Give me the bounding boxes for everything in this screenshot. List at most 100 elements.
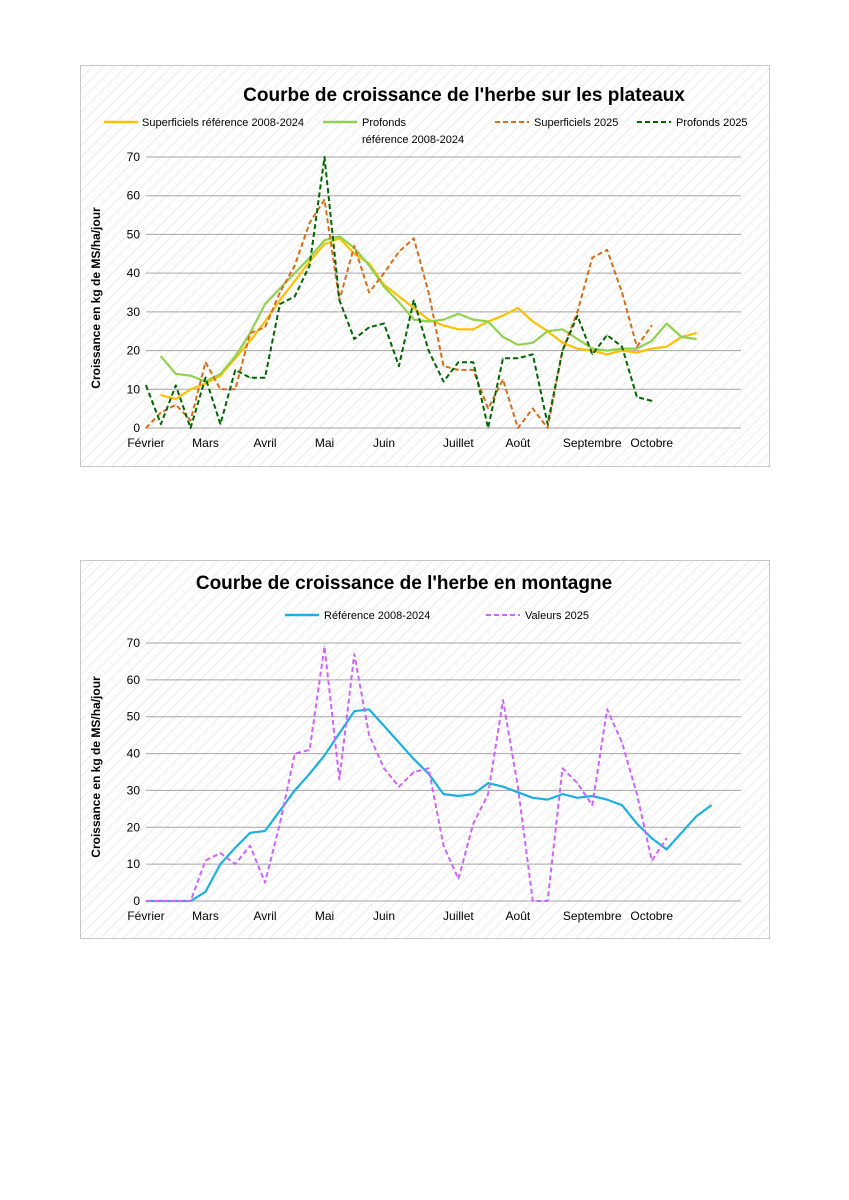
point-superficiels-2025-22 <box>472 369 474 371</box>
point-reference-2008-2024-34 <box>651 837 653 839</box>
point-profonds-reference-2008-2024-12 <box>323 239 326 241</box>
point-profonds-2025-20 <box>442 380 445 383</box>
point-valeurs-2025-4 <box>204 859 207 862</box>
y-tick-label-70: 70 <box>127 636 141 650</box>
point-reference-2008-2024-35 <box>666 848 668 850</box>
point-profonds-2025-26 <box>532 353 534 355</box>
point-superficiels-2025-3 <box>190 419 192 421</box>
point-superficiels-2025-19 <box>428 291 430 294</box>
y-axis-label: Croissance en kg de MS/ha/jour <box>89 676 103 858</box>
point-profonds-reference-2008-2024-5 <box>219 373 221 375</box>
point-profonds-2025-14 <box>353 338 355 340</box>
point-reference-2008-2024-5 <box>219 863 221 865</box>
point-valeurs-2025-0 <box>145 900 147 902</box>
point-profonds-reference-2008-2024-13 <box>338 235 340 237</box>
chart-montagne: 0 10 20 30 40 50 60 70 Février Mars Avril Mai Juin J… <box>80 560 770 939</box>
point-profonds-reference-2008-2024-20 <box>442 319 445 321</box>
point-profonds-reference-2008-2024-10 <box>294 272 296 274</box>
x-tick-label-juillet: Juillet <box>443 909 474 923</box>
point-valeurs-2025-34 <box>651 859 653 862</box>
y-tick-label-10: 10 <box>127 857 141 871</box>
point-profonds-reference-2008-2024-8 <box>264 303 266 305</box>
point-superficiels-reference-2008-2024-4 <box>204 382 207 385</box>
point-profonds-reference-2008-2024-3 <box>190 375 192 377</box>
point-valeurs-2025-26 <box>532 900 534 902</box>
legend-label-reference: Référence 2008-2024 <box>324 610 430 622</box>
x-tick-label-septembre: Septembre <box>563 909 622 923</box>
point-valeurs-2025-8 <box>264 882 266 884</box>
point-superficiels-reference-2008-2024-11 <box>309 260 311 263</box>
point-superficiels-2025-15 <box>368 291 370 294</box>
x-tick-label-juin: Juin <box>373 436 395 450</box>
point-profonds-2025-8 <box>264 377 266 379</box>
point-valeurs-2025-15 <box>368 734 370 736</box>
point-superficiels-2025-30 <box>591 257 593 259</box>
y-tick-label-70: 70 <box>127 150 141 164</box>
point-profonds-reference-2008-2024-9 <box>279 288 281 290</box>
point-reference-2008-2024-12 <box>323 754 326 756</box>
point-profonds-reference-2008-2024-6 <box>234 355 236 357</box>
point-reference-2008-2024-24 <box>502 786 504 788</box>
point-profonds-reference-2008-2024-29 <box>576 338 578 340</box>
y-tick-label-50: 50 <box>127 227 141 241</box>
chart-plateaux-svg: 0 10 20 30 40 50 60 70 Février Mars Avril Mai Juin J… <box>81 66 769 466</box>
x-tick-label-avril: Avril <box>253 436 276 450</box>
point-superficiels-2025-14 <box>353 245 355 247</box>
point-reference-2008-2024-33 <box>636 823 638 825</box>
point-superficiels-2025-2 <box>175 404 177 406</box>
chart-title: Courbe de croissance de l'herbe en monta… <box>196 573 612 594</box>
point-reference-2008-2024-6 <box>234 847 236 849</box>
point-profonds-reference-2008-2024-18 <box>413 319 415 321</box>
point-reference-2008-2024-16 <box>383 725 385 727</box>
point-profonds-reference-2008-2024-19 <box>428 320 430 323</box>
point-superficiels-2025-6 <box>234 388 236 390</box>
point-valeurs-2025-32 <box>621 741 623 744</box>
point-profonds-reference-2008-2024-30 <box>591 348 593 350</box>
point-reference-2008-2024-13 <box>338 732 340 734</box>
legend-label-profonds-ref: Profonds référence 2008-2024 <box>362 117 464 146</box>
x-axis-ticks: Février Mars Avril Mai Juin Juillet Août Septem… <box>127 909 673 923</box>
point-valeurs-2025-24 <box>502 699 504 701</box>
point-valeurs-2025-28 <box>561 767 564 769</box>
point-reference-2008-2024-17 <box>398 741 400 744</box>
point-profonds-2025-22 <box>472 361 474 363</box>
point-profonds-reference-2008-2024-16 <box>383 286 385 288</box>
point-superficiels-reference-2008-2024-28 <box>561 342 564 344</box>
point-profonds-reference-2008-2024-2 <box>175 373 177 375</box>
point-valeurs-2025-14 <box>353 653 355 655</box>
point-valeurs-2025-23 <box>487 793 489 795</box>
point-valeurs-2025-3 <box>190 900 192 902</box>
point-profonds-2025-34 <box>651 400 653 402</box>
x-tick-label-mars: Mars <box>192 436 219 450</box>
point-profonds-2025-3 <box>190 427 192 429</box>
x-tick-label-juin: Juin <box>373 909 395 923</box>
point-superficiels-2025-21 <box>457 369 459 371</box>
y-axis-ticks: 0 10 20 30 40 50 60 70 <box>127 150 141 435</box>
point-reference-2008-2024-26 <box>532 797 534 799</box>
point-reference-2008-2024-28 <box>561 793 564 795</box>
x-tick-label-octobre: Octobre <box>630 909 673 923</box>
point-superficiels-reference-2008-2024-8 <box>264 320 266 323</box>
point-superficiels-reference-2008-2024-7 <box>249 340 251 342</box>
point-superficiels-2025-33 <box>636 346 638 348</box>
point-profonds-2025-24 <box>502 357 504 359</box>
point-superficiels-2025-29 <box>576 311 578 313</box>
point-profonds-2025-0 <box>145 384 147 386</box>
point-profonds-reference-2008-2024-23 <box>487 320 489 323</box>
point-superficiels-2025-4 <box>204 361 207 363</box>
point-reference-2008-2024-7 <box>249 832 251 834</box>
point-superficiels-2025-11 <box>309 222 311 224</box>
legend: Référence 2008-2024 Valeurs 2025 <box>285 610 589 622</box>
point-superficiels-reference-2008-2024-14 <box>353 253 355 255</box>
point-valeurs-2025-33 <box>636 793 638 795</box>
point-profonds-reference-2008-2024-31 <box>606 350 608 352</box>
point-superficiels-2025-10 <box>294 264 296 266</box>
point-profonds-2025-32 <box>621 346 623 348</box>
point-superficiels-reference-2008-2024-33 <box>636 351 638 354</box>
point-superficiels-reference-2008-2024-18 <box>413 307 415 309</box>
point-superficiels-reference-2008-2024-26 <box>532 320 534 323</box>
point-superficiels-reference-2008-2024-17 <box>398 295 400 297</box>
point-superficiels-2025-7 <box>249 332 251 334</box>
point-profonds-reference-2008-2024-22 <box>472 319 474 321</box>
y-tick-label-20: 20 <box>127 344 141 358</box>
